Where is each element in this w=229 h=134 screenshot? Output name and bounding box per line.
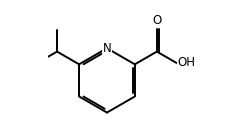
Text: OH: OH [177,56,194,70]
Text: N: N [102,42,111,55]
Text: O: O [152,14,161,27]
